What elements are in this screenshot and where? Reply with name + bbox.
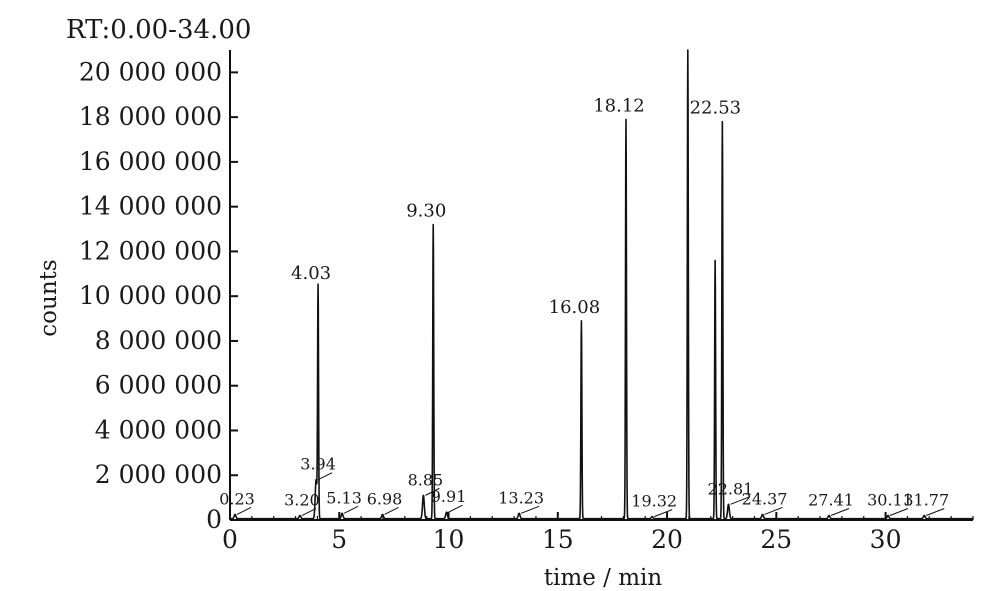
y-axis-title: counts xyxy=(36,259,62,336)
peak-label-leader xyxy=(889,508,909,516)
peak-label: 19.32 xyxy=(631,492,677,511)
y-tick-label: 0 xyxy=(206,505,222,534)
chromatogram-trace xyxy=(229,49,974,520)
peak-label-leader xyxy=(926,508,945,516)
peak-label: 22.53 xyxy=(690,98,742,119)
peak-label: 13.23 xyxy=(498,488,544,507)
peak-label-leader xyxy=(301,508,317,516)
y-tick-label: 4 000 000 xyxy=(95,415,222,444)
peak-label: 8.85 xyxy=(408,470,444,489)
peak-label: 27.41 xyxy=(808,491,854,510)
x-tick-label: 10 xyxy=(433,525,465,554)
x-tick-label: 25 xyxy=(760,525,792,554)
x-tick-label: 20 xyxy=(651,525,683,554)
peak-label: 5.13 xyxy=(326,488,362,507)
peak-label: 30.11 xyxy=(867,491,913,510)
peak-label: 9.30 xyxy=(406,201,446,222)
peak-label-leader xyxy=(384,506,399,515)
x-tick-label: 0 xyxy=(222,525,238,554)
peak-label: 9.91 xyxy=(431,487,467,506)
y-tick-label: 20 000 000 xyxy=(79,57,222,86)
trace-group xyxy=(229,49,974,520)
peak-label: 31.77 xyxy=(903,491,949,510)
x-tick-label: 5 xyxy=(331,525,347,554)
peak-label-leader xyxy=(730,496,749,505)
y-tick-label: 8 000 000 xyxy=(95,326,222,355)
peak-label: 4.03 xyxy=(291,263,331,284)
peak-label-leader xyxy=(448,504,463,513)
y-tick-label: 16 000 000 xyxy=(79,147,222,176)
peak-label: 3.20 xyxy=(284,491,320,510)
peak-label-leader xyxy=(317,472,333,481)
peak-label: 6.98 xyxy=(367,489,403,508)
peak-label: 18.12 xyxy=(593,95,645,116)
x-tick-label: 15 xyxy=(542,525,574,554)
peak-label-leader xyxy=(764,506,783,515)
rt-range-label: RT:0.00-34.00 xyxy=(66,15,251,45)
x-axis-title: time / min xyxy=(544,565,663,591)
peak-label: 3.94 xyxy=(300,455,336,474)
y-tick-label: 12 000 000 xyxy=(79,236,222,265)
axes: 0 2 000 000 4 000 000 6 000 000 8 000 000 10 … xyxy=(79,50,974,554)
peak-label-leader xyxy=(236,506,252,515)
peak-label-leader xyxy=(520,505,540,514)
peak-label-leader xyxy=(343,505,359,514)
peak-label: 0.23 xyxy=(219,489,255,508)
y-tick-label: 18 000 000 xyxy=(79,102,222,131)
y-tick-label: 6 000 000 xyxy=(95,371,222,400)
peak-labels: 0.23 3.20 3.94 4.03 5.13 6.98 8.85 9.30 9.91 13.2… xyxy=(219,95,949,518)
y-tick-label: 10 000 000 xyxy=(79,281,222,310)
peak-label-leader xyxy=(654,509,673,518)
x-tick-label: 30 xyxy=(870,525,902,554)
peak-label: 24.37 xyxy=(742,489,788,508)
peak-label-leader xyxy=(425,487,440,496)
y-tick-label: 2 000 000 xyxy=(95,460,222,489)
peak-label: 22.81 xyxy=(708,479,754,498)
y-tick-label: 14 000 000 xyxy=(79,192,222,221)
peak-label-leader xyxy=(830,508,850,516)
peak-label: 16.08 xyxy=(549,297,601,318)
